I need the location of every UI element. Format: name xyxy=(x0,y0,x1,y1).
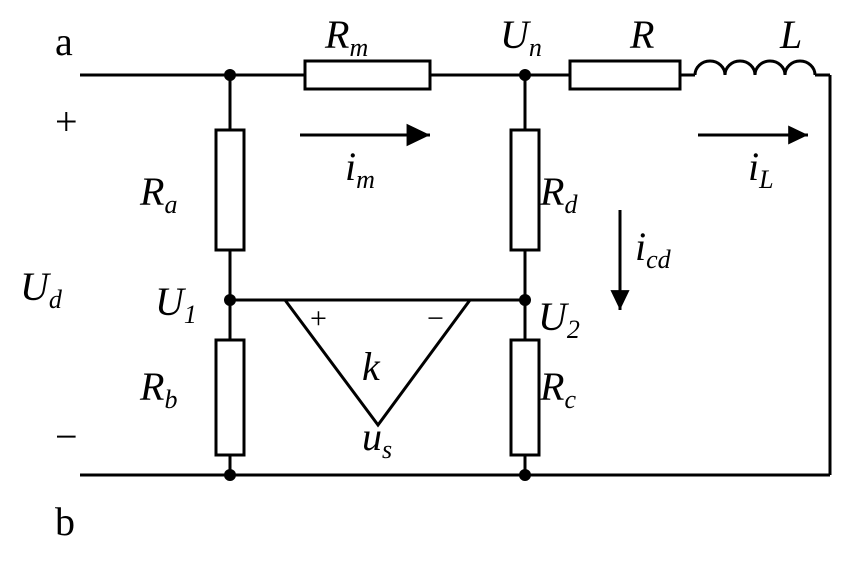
label-im: im xyxy=(345,144,375,194)
label-Rb-sub: b xyxy=(164,385,177,414)
label-plus: + xyxy=(55,99,78,144)
label-minus: − xyxy=(55,414,78,459)
junction-dot xyxy=(519,69,531,81)
label-Rc: Rc xyxy=(539,364,576,414)
arrow-icd-head xyxy=(610,290,629,310)
arrow-im-head xyxy=(407,124,430,147)
label-U2-sub: 2 xyxy=(567,315,580,344)
resistor-rc xyxy=(511,340,539,455)
junction-dot xyxy=(224,69,236,81)
label-Rb: Rb xyxy=(139,364,177,414)
junction-dot xyxy=(224,294,236,306)
label-a: a xyxy=(55,19,73,64)
amp-minus: − xyxy=(427,302,444,335)
label-k: k xyxy=(362,344,381,389)
label-Rd-sub: d xyxy=(564,190,578,219)
resistor-rb xyxy=(216,340,244,455)
label-icd: icd xyxy=(635,224,672,274)
label-Ra-sub: a xyxy=(164,190,177,219)
label-b: b xyxy=(55,499,75,544)
label-U1-sub: 1 xyxy=(184,300,197,329)
label-Ud: Ud xyxy=(20,264,63,314)
resistor-rm xyxy=(305,61,430,89)
label-Rc-sub: c xyxy=(564,385,576,414)
resistor-r xyxy=(570,61,680,89)
junction-dot xyxy=(519,469,531,481)
label-Un: Un xyxy=(500,12,542,62)
resistor-rd xyxy=(511,130,539,250)
arrow-il-head xyxy=(788,125,808,144)
amp-plus: + xyxy=(310,302,327,335)
label-icd-sub: cd xyxy=(646,245,672,274)
label-Rm-sub: m xyxy=(349,33,368,62)
inductor-l xyxy=(695,61,815,75)
label-Ra: Ra xyxy=(139,169,177,219)
junction-dot xyxy=(224,469,236,481)
label-us-sub: s xyxy=(382,435,392,464)
label-iL-sub: L xyxy=(758,165,773,194)
label-Rd: Rd xyxy=(539,169,578,219)
label-iL: iL xyxy=(748,144,774,194)
label-im-sub: m xyxy=(356,165,375,194)
label-Ud-sub: d xyxy=(49,285,63,314)
label-L: L xyxy=(779,12,802,57)
label-Rm: Rm xyxy=(324,12,368,62)
junction-dot xyxy=(519,294,531,306)
label-Un-sub: n xyxy=(529,33,542,62)
label-R: R xyxy=(629,12,654,57)
label-U1: U1 xyxy=(155,279,197,329)
label-us: us xyxy=(362,414,392,464)
resistor-ra xyxy=(216,130,244,250)
label-U2: U2 xyxy=(538,294,580,344)
